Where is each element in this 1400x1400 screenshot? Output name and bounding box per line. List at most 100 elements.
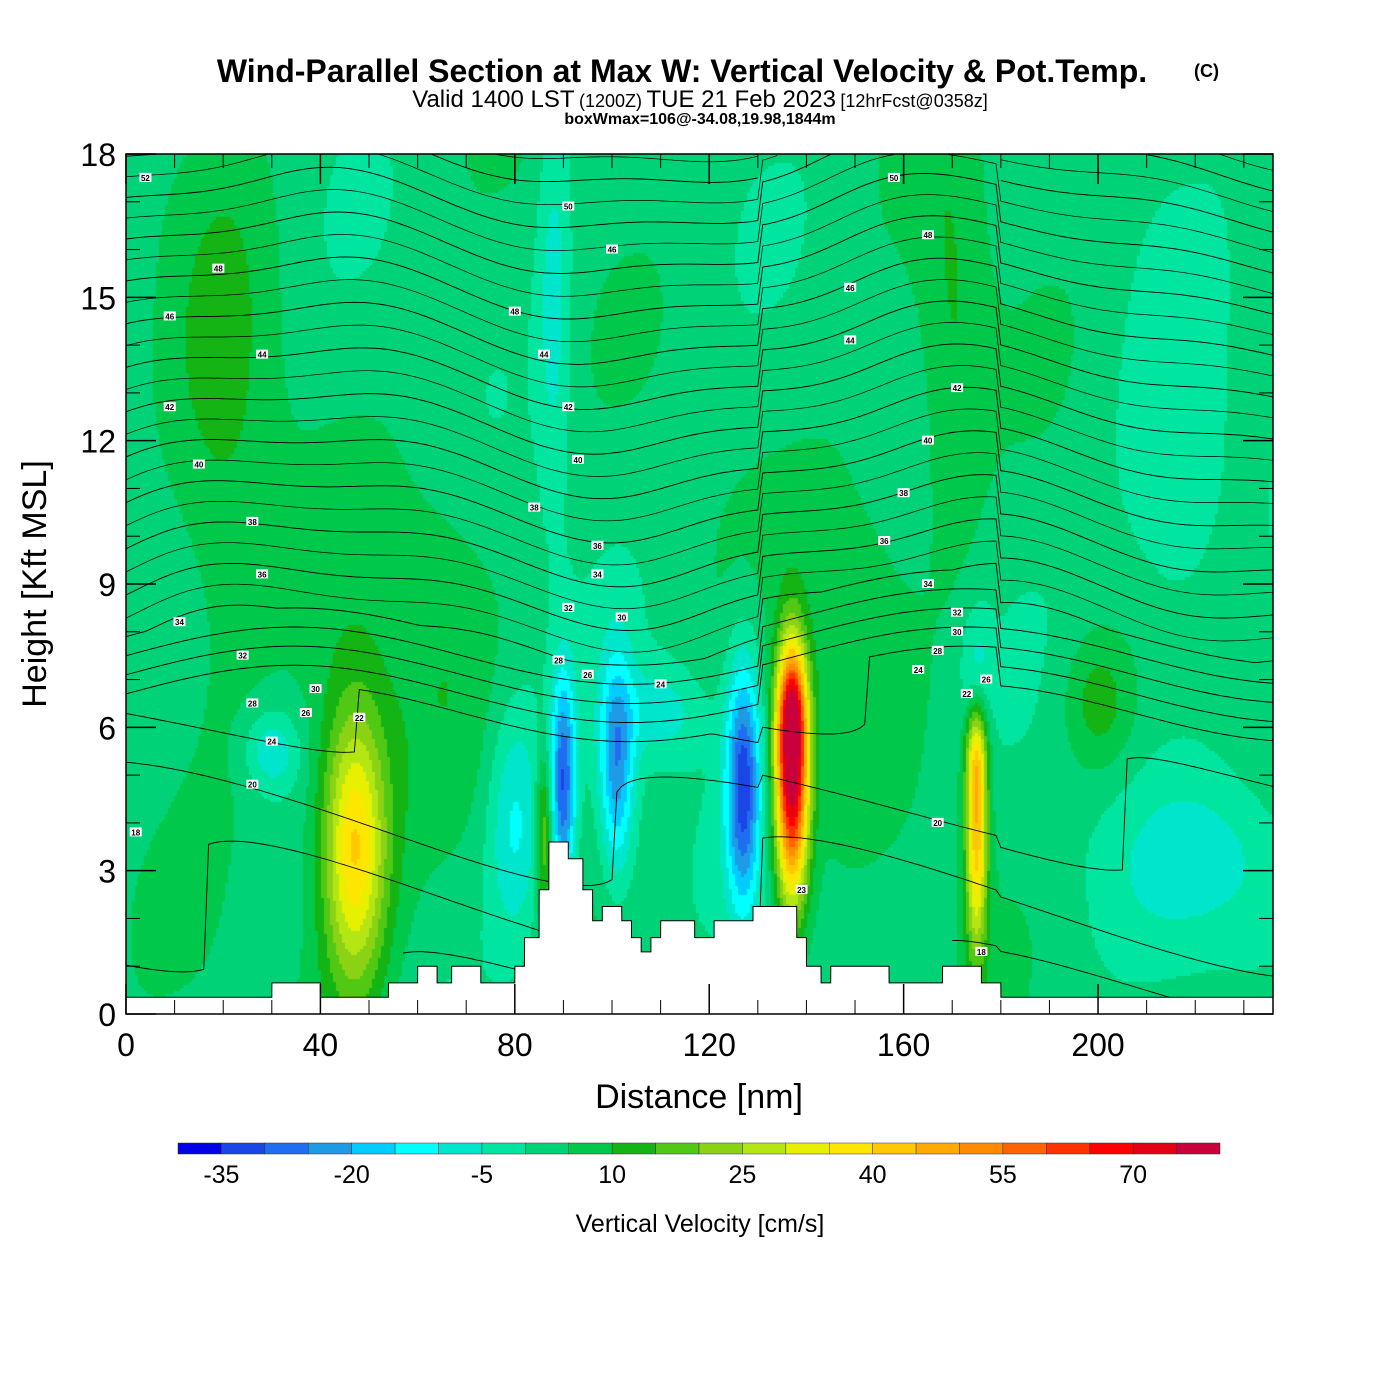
- contour-label: 44: [537, 349, 550, 360]
- contour-label-box: [256, 569, 269, 579]
- contour-label-text: 28: [554, 656, 563, 665]
- contour-label: 42: [163, 402, 176, 412]
- colorbar-swatch: [1089, 1142, 1134, 1155]
- theta-contour-53: [495, 154, 1273, 171]
- contour-label: 28: [931, 645, 944, 656]
- contour-label: 50: [562, 201, 575, 212]
- theta-contour-26: [126, 607, 1273, 704]
- colorbar-swatch: [698, 1142, 743, 1155]
- theta-contour-28: [126, 588, 1273, 685]
- contour-label-text: 26: [583, 671, 592, 680]
- colorbar-swatch: [525, 1142, 570, 1155]
- contour-label-text: 38: [899, 489, 908, 498]
- contour-label-text: 32: [953, 609, 962, 618]
- theta-contour-34: [126, 474, 1273, 588]
- contour-label: 20: [246, 779, 259, 790]
- contour-label-text: 48: [214, 265, 223, 274]
- contour-label: 22: [353, 712, 366, 723]
- colorbar-swatch: [655, 1142, 700, 1155]
- w-field-raster: [126, 154, 1273, 1014]
- theta-contour-44: [126, 257, 1273, 365]
- contour-label: 18: [975, 946, 988, 957]
- contour-label-box: [528, 502, 541, 512]
- colorbar-swatch: [785, 1142, 830, 1155]
- contour-label: 24: [265, 736, 278, 747]
- contour-label-text: 50: [564, 203, 573, 212]
- contour-label-box: [562, 402, 575, 412]
- subtitle-valid: Valid 1400 LST: [412, 86, 575, 113]
- theta-contour-46: [126, 215, 1273, 320]
- contour-label: 44: [256, 349, 269, 360]
- contour-label: 18: [129, 827, 142, 837]
- contour-label-text: 28: [248, 699, 257, 708]
- theta-contour-47: [126, 194, 1273, 297]
- contour-label: 20: [931, 817, 944, 828]
- title-copyright-mark: (C): [1194, 61, 1219, 81]
- chart-annotation: boxWmax=106@-34.08,19.98,1844m: [564, 111, 835, 128]
- colorbar-title: Vertical Velocity [cm/s]: [576, 1210, 825, 1238]
- theta-contour-33: [126, 496, 1273, 610]
- colorbar-swatch: [394, 1142, 439, 1155]
- x-tick-label: 120: [683, 1027, 736, 1063]
- contour-label-text: 20: [933, 819, 942, 828]
- theta-contour-49: [126, 154, 1273, 253]
- contour-label: 30: [951, 626, 964, 637]
- colorbar-tick-label: -20: [334, 1161, 370, 1189]
- contour-label-box: [615, 612, 628, 622]
- colorbar-swatch: [915, 1142, 960, 1155]
- contour-label-box: [246, 779, 259, 789]
- theta-contour-32: [126, 518, 1273, 631]
- contour-label-text: 38: [530, 504, 539, 513]
- contour-label-box: [951, 607, 964, 617]
- contour-label-box: [591, 569, 604, 579]
- contour-label-box: [606, 244, 619, 254]
- colorbar-swatch: [351, 1142, 396, 1155]
- colorbar-tick-label: 55: [989, 1161, 1017, 1189]
- contour-label: 26: [581, 669, 594, 680]
- contour-label-text: 24: [914, 666, 923, 675]
- contour-label-box: [844, 335, 857, 345]
- contour-label: 22: [960, 688, 973, 699]
- contour-label: 28: [246, 698, 259, 708]
- colorbar-swatch: [264, 1142, 309, 1155]
- contour-label-text: 32: [238, 652, 247, 661]
- x-tick-label: 40: [303, 1027, 339, 1063]
- contour-label: 26: [980, 674, 993, 685]
- contour-label-box: [552, 655, 565, 665]
- subtitle-utc: (1200Z): [579, 91, 642, 111]
- contour-label-text: 48: [510, 308, 519, 317]
- y-tick-label: 15: [80, 280, 116, 316]
- contour-label-box: [897, 488, 910, 498]
- contour-label-text: 24: [267, 738, 276, 747]
- theta-contour-labels: 52 48 46 44 42 40 38 36 34 32 30 28 26 24 22 20 18 50 46 48…: [129, 172, 993, 957]
- theta-contour-22: [126, 645, 1273, 753]
- x-tick-label: 200: [1071, 1027, 1124, 1063]
- plot-area: 5248464442403836343230282624222018504648…: [80, 137, 1274, 1063]
- contour-label: 44: [844, 335, 857, 345]
- contour-label: 46: [844, 282, 857, 293]
- y-tick-label: 12: [80, 424, 116, 460]
- contour-label: 48: [508, 306, 521, 317]
- contour-label-box: [975, 946, 988, 956]
- contour-label: 34: [591, 569, 604, 579]
- colorbar-tick-label: -35: [203, 1161, 239, 1189]
- chart-title: Wind-Parallel Section at Max W: Vertical…: [217, 53, 1147, 89]
- theta-contour-20: [126, 757, 1273, 887]
- theta-contour-48: [126, 173, 1273, 274]
- theta-contour-43: [126, 279, 1273, 388]
- contour-label-text: 24: [656, 680, 665, 689]
- theta-contour-30: [126, 562, 1273, 666]
- contour-label-text: 22: [962, 690, 971, 699]
- contour-label-text: 20: [248, 781, 257, 790]
- contour-label-text: 46: [165, 312, 174, 321]
- contour-label-box: [795, 884, 808, 894]
- colorbar-swatch: [611, 1142, 656, 1155]
- vertical-velocity-shading: [126, 154, 1273, 1014]
- contour-label-box: [654, 679, 667, 689]
- contour-label-text: 22: [355, 714, 364, 723]
- contour-label-text: 18: [977, 948, 986, 957]
- contour-label-text: 26: [301, 709, 310, 718]
- colorbar-swatch: [1046, 1142, 1090, 1155]
- y-tick-label: 9: [98, 567, 116, 603]
- theta-contour-50: [126, 154, 1273, 233]
